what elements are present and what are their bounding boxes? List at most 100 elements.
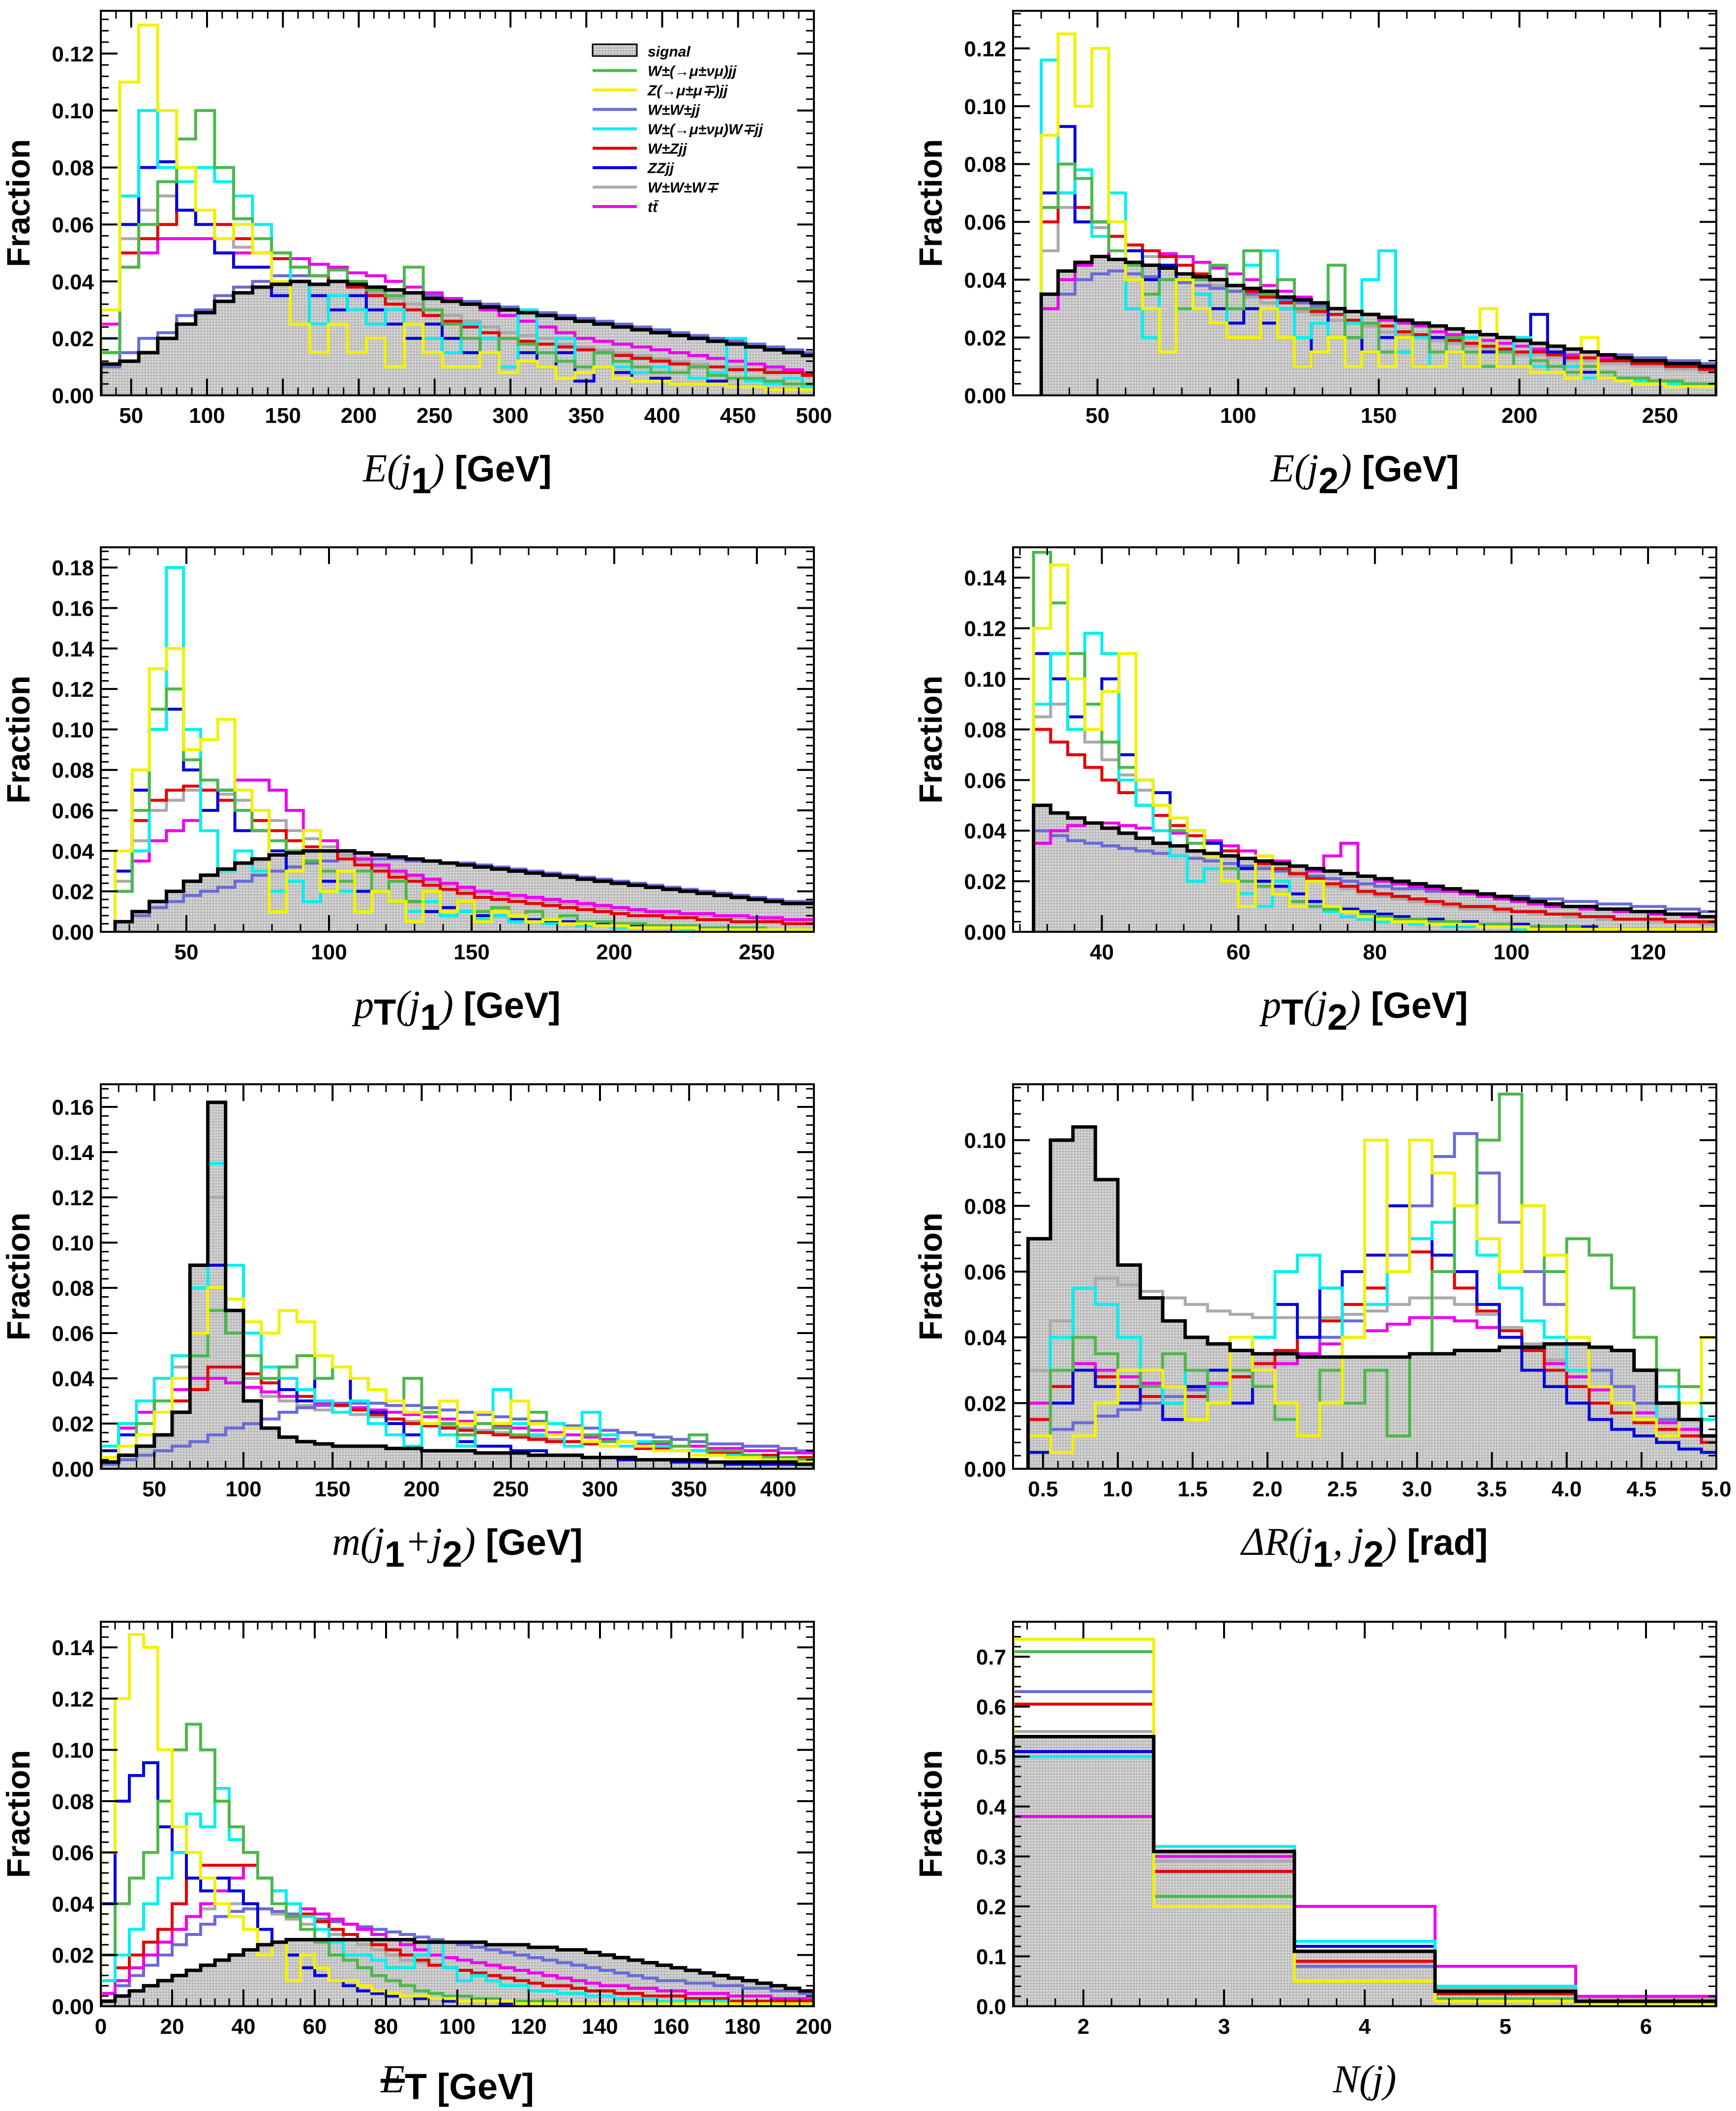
x-tick-label: 50 <box>175 940 199 964</box>
signal-bar <box>343 1939 358 2006</box>
signal-bar <box>1102 828 1119 932</box>
y-tick-label: 0.00 <box>964 921 1006 945</box>
x-tick-label: 140 <box>582 2015 618 2039</box>
y-tick-label: 0.12 <box>52 678 94 702</box>
y-axis-label: Fraction <box>0 1750 36 1878</box>
y-tick-label: 0.14 <box>52 637 94 661</box>
x-tick-label: 5.0 <box>1701 1477 1731 1501</box>
signal-bar <box>1328 308 1345 395</box>
series-signal <box>113 849 814 932</box>
x-tick-label: 180 <box>724 2015 760 2039</box>
signal-bar <box>235 863 252 932</box>
y-tick-label: 0.14 <box>964 566 1006 591</box>
x-axis-label: pT(j1) [GeV] <box>352 983 561 1038</box>
x-axis-label: E(j1) [GeV] <box>362 447 551 501</box>
y-tick-label: 0.6 <box>976 1695 1006 1720</box>
signal-bar <box>537 315 556 395</box>
y-tick-label: 0.04 <box>52 1892 94 1916</box>
x-tick-label: 150 <box>315 1477 351 1501</box>
plot-area <box>101 1100 814 1469</box>
y-tick-label: 0.00 <box>52 1457 94 1482</box>
x-tick-label: 80 <box>1363 940 1387 964</box>
signal-bar <box>139 353 158 395</box>
signal-bar <box>1272 863 1290 932</box>
signal-bar <box>101 2001 115 2006</box>
signal-bar <box>1275 1354 1298 1469</box>
signal-bar <box>1678 1419 1702 1469</box>
signal-bar <box>229 1955 243 2006</box>
signal-bar <box>575 321 594 395</box>
panel-E_j1: 0.00 0.02 0.04 0.06 0.08 0.10 0.12 50 100 150 200 2… <box>0 10 832 501</box>
panel-N_j: 0.0 0.1 0.2 0.3 0.4 0.5 0.6 0.7 2 3 4 5 6 Fraction N(j… <box>912 1621 1717 2101</box>
signal-bar <box>297 1441 315 1469</box>
series-signal <box>101 1100 814 1469</box>
y-tick-label: 0.16 <box>52 1096 94 1120</box>
series-signal <box>101 279 814 395</box>
signal-bar <box>1154 1851 1294 2006</box>
signal-bar <box>1358 876 1375 932</box>
series-zmumujj <box>101 1286 814 1469</box>
signal-bar <box>635 1459 654 1469</box>
signal-bar <box>429 1942 443 2006</box>
signal-bar <box>1058 271 1075 395</box>
y-tick-label: 0.5 <box>976 1745 1006 1769</box>
signal-bar <box>1204 853 1222 932</box>
signal-bar <box>386 1448 404 1469</box>
x-axis-label: m(j1+j2) [GeV] <box>332 1520 583 1575</box>
signal-bar <box>1230 1350 1253 1469</box>
signal-bar <box>1163 1321 1185 1469</box>
signal-bar <box>1341 873 1358 932</box>
x-tick-label: 4.5 <box>1626 1477 1656 1501</box>
signal-bar <box>1612 1350 1634 1469</box>
signal-bar <box>328 281 348 395</box>
x-tick-label: 100 <box>225 1477 261 1501</box>
x-tick-label: 150 <box>1361 404 1397 428</box>
plot-frame <box>1012 10 1717 396</box>
signal-bar <box>1345 311 1362 395</box>
y-tick-label: 0.06 <box>52 799 94 823</box>
signal-bar <box>423 298 443 395</box>
x-axis-label: ET [GeV] <box>380 2058 534 2107</box>
signal-bar <box>406 859 423 932</box>
signal-bar <box>556 318 575 395</box>
x-tick-label: 4 <box>1359 2015 1371 2039</box>
signal-bar <box>1499 1347 1522 1469</box>
signal-bar <box>177 324 196 395</box>
signal-bar <box>290 281 310 395</box>
y-tick-label: 0.10 <box>964 668 1006 692</box>
signal-bar <box>201 1965 215 2006</box>
series-wmunujj <box>1032 551 1716 932</box>
signal-bar <box>1432 1354 1455 1469</box>
y-tick-label: 0.02 <box>964 326 1006 350</box>
signal-bar <box>271 284 291 395</box>
signal-bar <box>1176 274 1194 395</box>
y-tick-label: 0.12 <box>52 42 94 66</box>
y-tick-label: 0.00 <box>52 921 94 945</box>
series-zmumujj <box>1013 1637 1716 2006</box>
y-tick-label: 0.12 <box>964 37 1006 61</box>
series-signal <box>101 1937 814 2006</box>
series-zmumujj <box>101 23 814 395</box>
signal-bar <box>1207 1344 1230 1469</box>
y-tick-label: 0.04 <box>52 270 94 294</box>
x-tick-label: 160 <box>653 2015 689 2039</box>
signal-bar <box>461 304 480 395</box>
x-tick-label: 0.5 <box>1028 1477 1058 1501</box>
plot-area <box>1032 551 1716 932</box>
y-tick-label: 0.08 <box>52 1277 94 1301</box>
x-tick-label: 6 <box>1640 2015 1652 2039</box>
series-zmumujj <box>1040 32 1716 395</box>
y-tick-label: 0.10 <box>52 1231 94 1255</box>
plot-frame <box>1012 1083 1717 1470</box>
x-tick-label: 200 <box>1501 404 1537 428</box>
x-axis-label: pT(j2) [GeV] <box>1259 983 1468 1038</box>
signal-bar <box>657 1965 671 2006</box>
signal-bar <box>1566 1344 1589 1469</box>
x-tick-label: 500 <box>796 404 832 428</box>
signal-bar <box>136 1446 154 1469</box>
x-tick-label: 300 <box>492 404 528 428</box>
y-axis-label: Fraction <box>912 676 949 803</box>
x-axis-label: ΔR(j1, j2) [rad] <box>1240 1520 1488 1575</box>
signal-bar <box>1454 1350 1477 1469</box>
signal-bar <box>186 1970 201 2006</box>
